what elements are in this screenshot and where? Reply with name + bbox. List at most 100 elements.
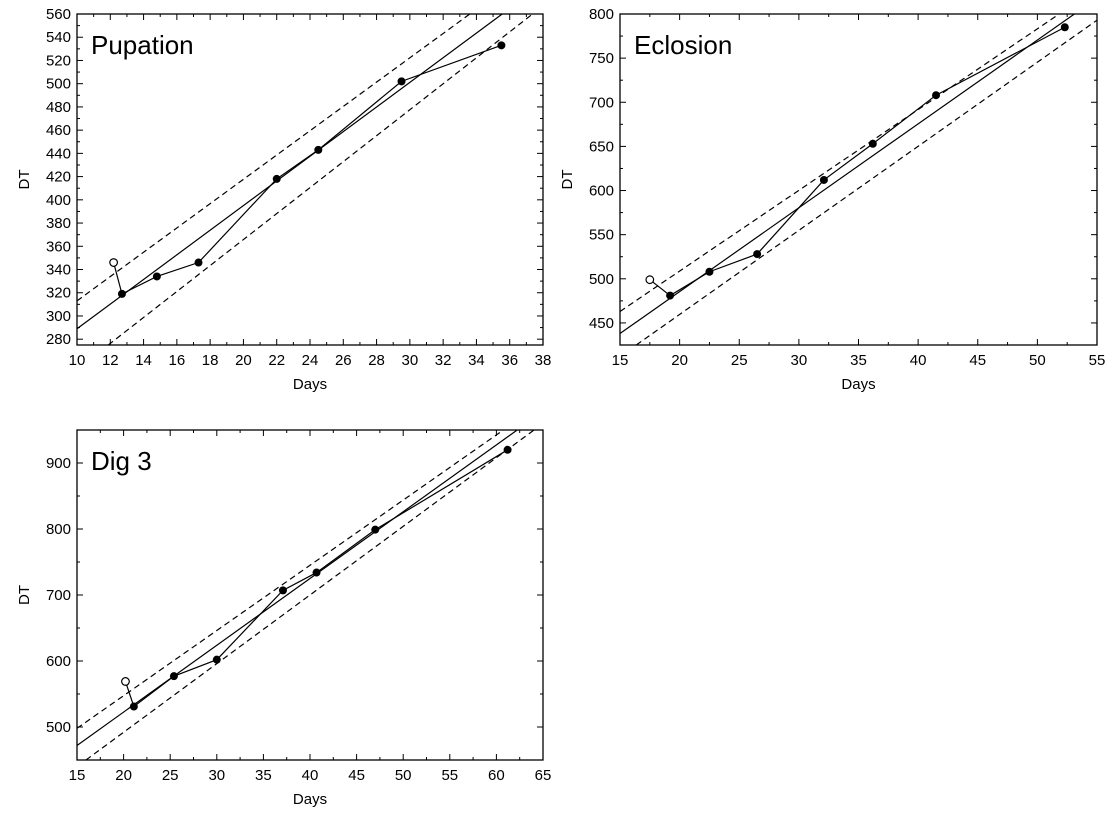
y-tick-label: 400: [46, 192, 71, 209]
y-axis-label: DT: [16, 585, 33, 605]
y-tick-label: 700: [589, 94, 614, 111]
y-tick-label: 800: [46, 521, 71, 538]
data-point: [932, 91, 941, 100]
confidence-band-lower: [85, 429, 535, 761]
x-tick-label: 18: [202, 352, 219, 369]
regression-line: [76, 429, 518, 746]
regression-line: [619, 13, 1075, 335]
plot-frame: [76, 13, 544, 346]
y-tick-label: 480: [46, 99, 71, 116]
confidence-band-lower: [107, 13, 533, 346]
y-tick-label: 540: [46, 29, 71, 46]
data-line: [133, 449, 508, 708]
x-tick-label: 26: [335, 352, 352, 369]
x-tick-label: 32: [435, 352, 452, 369]
x-axis-label: Days: [293, 376, 327, 393]
y-tick-label: 600: [589, 183, 614, 200]
x-tick-label: 50: [1029, 352, 1046, 369]
chart-panel: 15 20 25 30 35 40 45 50 55 450 500 550 600 650 700 750 8…: [559, 6, 1105, 393]
x-tick-label: 55: [1089, 352, 1106, 369]
x-tick-label: 24: [302, 352, 319, 369]
x-tick-label: 35: [850, 352, 867, 369]
x-tick-label: 65: [535, 767, 552, 784]
x-tick-label: 40: [910, 352, 927, 369]
x-tick-label: 14: [135, 352, 152, 369]
y-tick-label: 800: [589, 6, 614, 23]
chart-title: Pupation: [91, 30, 194, 60]
y-tick-label: 550: [589, 227, 614, 244]
data-point: [1060, 23, 1069, 32]
y-tick-label: 560: [46, 6, 71, 23]
data-point: [212, 655, 221, 664]
x-tick-label: 50: [395, 767, 412, 784]
y-tick-label: 340: [46, 262, 71, 279]
plot-frame: [619, 13, 1098, 346]
confidence-band-upper: [76, 429, 504, 729]
data-point: [397, 77, 406, 86]
data-line: [669, 26, 1066, 297]
x-tick-label: 22: [268, 352, 285, 369]
data-point: [272, 174, 281, 183]
x-tick-label: 16: [169, 352, 186, 369]
x-tick-label: 36: [501, 352, 518, 369]
data-point: [497, 41, 506, 50]
y-tick-label: 280: [46, 331, 71, 348]
x-tick-label: 10: [69, 352, 86, 369]
x-tick-label: 38: [535, 352, 552, 369]
data-point: [278, 586, 287, 595]
plot-frame: [76, 429, 544, 761]
y-tick-label: 300: [46, 308, 71, 325]
y-tick-label: 750: [589, 50, 614, 67]
data-line: [121, 44, 502, 295]
y-tick-label: 420: [46, 169, 71, 186]
y-tick-label: 500: [46, 719, 71, 736]
x-tick-label: 40: [302, 767, 319, 784]
data-point: [753, 250, 762, 259]
data-point: [819, 175, 828, 184]
chart-panel: 15 20 25 30 35 40 45 50 55 60 65 500 600 700 800 900 Day…: [16, 429, 552, 808]
data-point: [194, 258, 203, 267]
y-tick-label: 900: [46, 455, 71, 472]
y-tick-label: 440: [46, 145, 71, 162]
y-tick-label: 700: [46, 587, 71, 604]
x-tick-label: 25: [162, 767, 179, 784]
x-tick-label: 20: [115, 767, 132, 784]
confidence-band-lower: [635, 19, 1098, 346]
y-tick-label: 650: [589, 138, 614, 155]
outlier-point: [109, 258, 119, 267]
x-tick-label: 35: [255, 767, 272, 784]
y-tick-label: 320: [46, 285, 71, 302]
y-tick-label: 500: [46, 76, 71, 93]
x-tick-label: 15: [612, 352, 629, 369]
x-tick-label: 45: [348, 767, 365, 784]
confidence-band-upper: [76, 13, 471, 302]
x-tick-label: 25: [731, 352, 748, 369]
y-axis-label: DT: [16, 170, 33, 190]
x-axis-label: Days: [293, 791, 327, 808]
y-axis-label: DT: [559, 170, 576, 190]
outlier-point: [121, 677, 130, 686]
y-tick-label: 600: [46, 653, 71, 670]
y-tick-label: 520: [46, 52, 71, 69]
x-tick-label: 45: [969, 352, 986, 369]
x-tick-label: 15: [69, 767, 86, 784]
x-tick-label: 60: [488, 767, 505, 784]
y-tick-label: 360: [46, 238, 71, 255]
chart-title: Dig 3: [91, 446, 152, 476]
outlier-connector: [124, 681, 135, 707]
x-axis-label: Days: [841, 376, 875, 393]
x-tick-label: 34: [468, 352, 485, 369]
outlier-point: [645, 275, 655, 285]
chart-title: Eclosion: [634, 30, 732, 60]
confidence-band-upper: [619, 13, 1060, 312]
y-tick-label: 500: [589, 271, 614, 288]
x-tick-label: 28: [368, 352, 385, 369]
y-tick-label: 450: [589, 315, 614, 332]
regression-line: [76, 13, 503, 330]
x-tick-label: 20: [671, 352, 688, 369]
y-tick-label: 380: [46, 215, 71, 232]
x-tick-label: 20: [235, 352, 252, 369]
y-tick-label: 460: [46, 122, 71, 139]
x-tick-label: 30: [208, 767, 225, 784]
